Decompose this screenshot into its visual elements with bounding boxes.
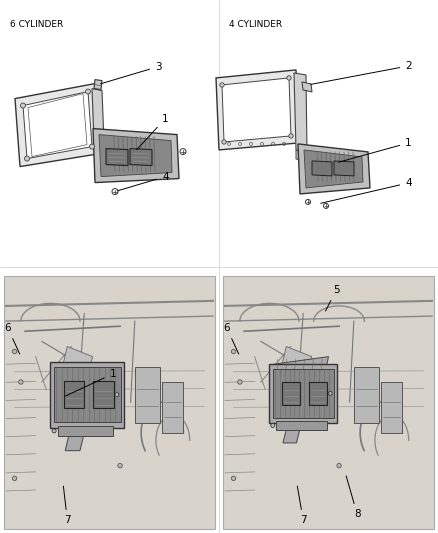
- Circle shape: [115, 393, 119, 397]
- Bar: [64, 382, 85, 408]
- Text: 7: 7: [64, 486, 71, 525]
- Circle shape: [12, 349, 17, 354]
- Text: 4: 4: [118, 172, 169, 191]
- Circle shape: [328, 391, 332, 395]
- Circle shape: [238, 380, 242, 384]
- Text: 1: 1: [137, 114, 169, 150]
- Circle shape: [337, 463, 341, 468]
- Polygon shape: [65, 435, 84, 451]
- Text: 2: 2: [311, 61, 412, 84]
- Polygon shape: [294, 73, 307, 153]
- Polygon shape: [92, 88, 105, 168]
- Polygon shape: [296, 150, 307, 162]
- Circle shape: [231, 476, 236, 481]
- Text: 4 CYLINDER: 4 CYLINDER: [229, 20, 282, 29]
- Bar: [58, 426, 113, 435]
- Circle shape: [118, 463, 122, 468]
- Polygon shape: [302, 82, 312, 92]
- Circle shape: [289, 134, 293, 138]
- Polygon shape: [304, 150, 363, 188]
- Bar: [4, 276, 215, 529]
- Circle shape: [89, 144, 95, 149]
- Text: 5: 5: [325, 285, 339, 311]
- Circle shape: [231, 349, 236, 354]
- Polygon shape: [130, 149, 152, 166]
- Text: 1: 1: [66, 369, 116, 396]
- Polygon shape: [93, 128, 179, 183]
- Bar: [273, 369, 334, 418]
- Circle shape: [12, 476, 17, 481]
- Polygon shape: [269, 357, 328, 387]
- Bar: [135, 367, 160, 423]
- Polygon shape: [283, 430, 300, 443]
- Polygon shape: [334, 161, 354, 176]
- Circle shape: [220, 83, 224, 87]
- Polygon shape: [99, 134, 172, 176]
- Polygon shape: [298, 144, 370, 194]
- Text: 8: 8: [346, 476, 360, 519]
- Polygon shape: [222, 78, 291, 142]
- Bar: [50, 362, 124, 427]
- Circle shape: [271, 423, 275, 427]
- Polygon shape: [216, 70, 299, 150]
- Text: 6: 6: [5, 324, 20, 354]
- Text: 4: 4: [321, 178, 412, 203]
- Text: 7: 7: [297, 486, 307, 525]
- Text: 6: 6: [224, 324, 239, 354]
- Polygon shape: [95, 167, 105, 176]
- Bar: [309, 382, 328, 405]
- Polygon shape: [23, 92, 92, 159]
- Polygon shape: [106, 149, 128, 166]
- Bar: [54, 367, 120, 422]
- Polygon shape: [15, 84, 100, 167]
- Circle shape: [85, 89, 91, 94]
- Polygon shape: [59, 346, 92, 390]
- Circle shape: [19, 380, 23, 384]
- Polygon shape: [94, 79, 102, 90]
- Bar: [93, 382, 114, 408]
- Text: 3: 3: [101, 62, 162, 84]
- Circle shape: [25, 156, 29, 161]
- Circle shape: [52, 429, 56, 433]
- Bar: [354, 367, 379, 423]
- Circle shape: [21, 103, 25, 108]
- Bar: [282, 382, 300, 405]
- Circle shape: [287, 76, 291, 80]
- Text: 6 CYLINDER: 6 CYLINDER: [10, 20, 63, 29]
- Polygon shape: [312, 161, 332, 176]
- Bar: [381, 382, 403, 433]
- Polygon shape: [278, 346, 311, 390]
- Circle shape: [222, 140, 226, 144]
- Text: 1: 1: [339, 138, 412, 162]
- Bar: [269, 364, 337, 423]
- Bar: [162, 382, 184, 433]
- Bar: [276, 422, 327, 430]
- Bar: [223, 276, 434, 529]
